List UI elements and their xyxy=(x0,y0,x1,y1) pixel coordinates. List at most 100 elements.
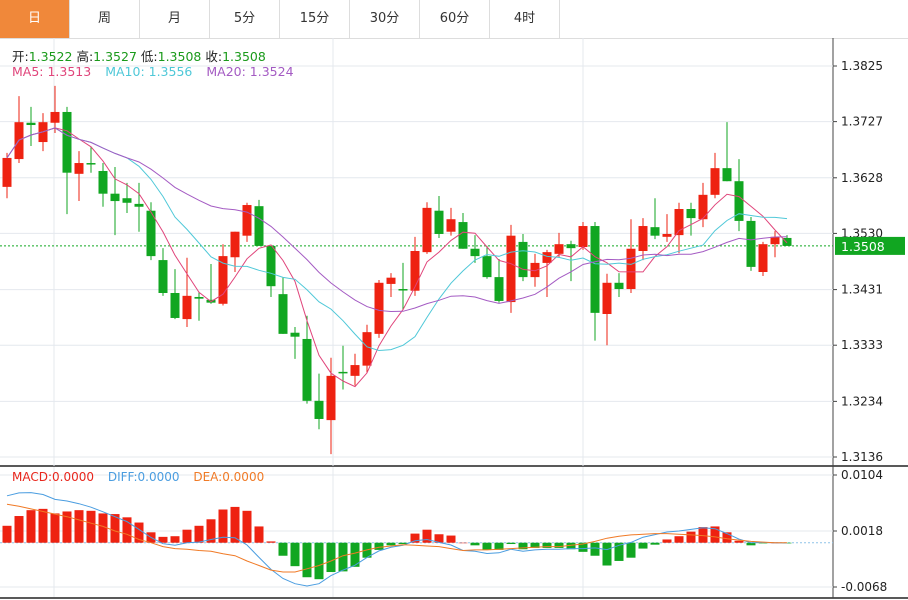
macd-bar xyxy=(686,531,696,543)
candle-body xyxy=(482,256,492,278)
diff-value: DIFF:0.0000 xyxy=(107,470,180,484)
candle-body xyxy=(602,282,612,314)
candle-body xyxy=(338,371,348,374)
open-label: 开: xyxy=(12,49,29,64)
tab-day[interactable]: 日 xyxy=(0,0,70,38)
candle-body xyxy=(86,163,96,165)
macd-bar xyxy=(74,510,84,543)
dea-line xyxy=(6,503,787,573)
price-tick-label: 1.3234 xyxy=(841,394,883,408)
dea-value: DEA:0.0000 xyxy=(193,470,265,484)
candle-body xyxy=(170,292,180,318)
candle-body xyxy=(650,227,660,236)
candle-body xyxy=(542,252,552,263)
candle-body xyxy=(314,400,324,419)
price-tick-label: 1.3628 xyxy=(841,171,883,185)
candle-body xyxy=(122,198,132,203)
macd-bar xyxy=(350,542,360,567)
ma10-line xyxy=(6,127,788,352)
price-tick-label: 1.3825 xyxy=(841,59,883,73)
candle-body xyxy=(506,235,516,303)
macd-bar xyxy=(470,542,480,546)
macd-bar xyxy=(374,542,384,550)
candle-body xyxy=(98,170,108,194)
candle-body xyxy=(134,203,144,207)
macd-bar xyxy=(254,526,264,543)
macd-bar xyxy=(230,506,240,543)
candle-body xyxy=(146,210,156,257)
candle-body xyxy=(290,332,300,337)
macd-bar xyxy=(650,542,660,545)
macd-bar xyxy=(422,529,432,543)
macd-bar xyxy=(386,542,396,546)
macd-bar xyxy=(506,542,516,545)
tab-5min[interactable]: 5分 xyxy=(210,0,280,38)
macd-tick-label: 0.0104 xyxy=(841,468,883,482)
candle-body xyxy=(710,168,720,195)
candle-body xyxy=(494,277,504,301)
macd-bar xyxy=(662,539,672,543)
candle-body xyxy=(62,111,72,173)
candle-body xyxy=(266,245,276,287)
candle-body xyxy=(410,251,420,291)
macd-bar xyxy=(62,511,72,543)
candle-body xyxy=(746,220,756,267)
candle-body xyxy=(530,262,540,278)
candle-body xyxy=(422,207,432,253)
tab-month[interactable]: 月 xyxy=(140,0,210,38)
macd-bar xyxy=(134,522,144,543)
macd-bar xyxy=(578,542,588,552)
macd-bar xyxy=(722,532,732,543)
candle-body xyxy=(398,289,408,291)
candle-body xyxy=(614,282,624,290)
tab-week[interactable]: 周 xyxy=(70,0,140,38)
ma5-value: MA5: 1.3513 xyxy=(12,64,92,79)
candle-body xyxy=(326,375,336,421)
period-tabs: 日 周 月 5分 15分 30分 60分 4时 xyxy=(0,0,908,39)
tab-60min[interactable]: 60分 xyxy=(420,0,490,38)
macd-bar xyxy=(266,541,276,543)
tab-15min[interactable]: 15分 xyxy=(280,0,350,38)
candle-body xyxy=(518,241,528,278)
current-price-badge xyxy=(835,236,905,255)
high-label: 高: xyxy=(76,49,94,64)
candle-body xyxy=(782,237,792,246)
macd-bar xyxy=(194,525,204,543)
macd-bar xyxy=(122,517,132,543)
macd-bar xyxy=(410,533,420,543)
macd-bar xyxy=(698,527,708,543)
macd-bar xyxy=(158,536,168,543)
macd-bar xyxy=(182,529,192,543)
tab-30min[interactable]: 30分 xyxy=(350,0,420,38)
candle-body xyxy=(194,296,204,299)
tab-4hour[interactable]: 4时 xyxy=(490,0,560,38)
macd-bar xyxy=(278,542,288,556)
macd-bar xyxy=(26,510,36,543)
candle-body xyxy=(470,248,480,257)
candle-body xyxy=(446,219,456,232)
macd-tick-label: 0.0018 xyxy=(841,524,883,538)
current-price-label: 1.3508 xyxy=(841,239,885,254)
candle-body xyxy=(350,365,360,376)
macd-bar xyxy=(758,542,768,544)
ma20-value: MA20: 1.3524 xyxy=(206,64,294,79)
candle-body xyxy=(734,181,744,221)
candle-body xyxy=(662,233,672,237)
close-value: 1.3508 xyxy=(222,49,266,64)
macd-bar xyxy=(218,509,228,543)
macd-bar xyxy=(590,542,600,556)
macd-bar xyxy=(602,542,612,566)
macd-tick-label: -0.0068 xyxy=(841,580,887,594)
candle-body xyxy=(674,209,684,236)
macd-bar xyxy=(314,542,324,580)
low-value: 1.3508 xyxy=(157,49,202,64)
macd-bar xyxy=(746,542,756,546)
candle-body xyxy=(554,244,564,254)
candle-body xyxy=(278,294,288,334)
candle-body xyxy=(638,226,648,252)
macd-bar xyxy=(290,542,300,567)
close-label: 收: xyxy=(205,49,223,64)
candle-body xyxy=(302,338,312,401)
candle-body xyxy=(254,206,264,246)
